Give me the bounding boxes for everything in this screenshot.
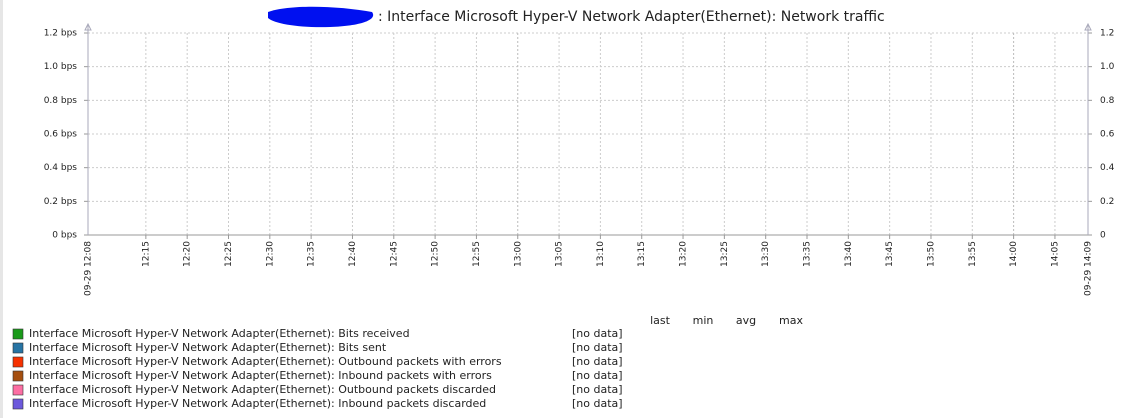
legend-status: [no data]: [572, 369, 623, 382]
legend-label: Interface Microsoft Hyper-V Network Adap…: [29, 383, 496, 396]
y-tick-label: 0.2 bps: [44, 197, 78, 207]
legend-swatch: [12, 370, 24, 382]
y-tick-label: 0.8 bps: [44, 96, 78, 106]
y2-tick-label: 1.0: [1100, 62, 1115, 72]
y-tick-label: 0.6 bps: [44, 130, 78, 140]
y2-tick-label: 0.8: [1100, 96, 1115, 106]
x-limit-label: 09-29 12:08: [84, 241, 94, 296]
x-tick-label: 12:30: [265, 241, 275, 267]
legend-label: Interface Microsoft Hyper-V Network Adap…: [29, 355, 502, 368]
x-tick-label: 13:45: [885, 241, 895, 267]
legend-swatch: [12, 384, 24, 396]
redaction: [268, 6, 374, 28]
x-tick-label: 12:35: [307, 241, 317, 267]
y-tick-label: 1.0 bps: [44, 62, 78, 72]
x-tick-label: 13:35: [803, 241, 813, 267]
y-tick-label: 0.4 bps: [44, 163, 78, 173]
legend-column-header: avg: [736, 314, 756, 327]
y-tick-label: 0 bps: [52, 231, 77, 241]
legend-status: [no data]: [572, 397, 623, 410]
x-tick-label: 14:00: [1009, 241, 1019, 267]
x-tick-label: 13:55: [968, 241, 978, 267]
x-tick-label: 13:40: [844, 241, 854, 267]
legend-swatch: [12, 342, 24, 354]
legend-column-header: min: [693, 314, 714, 327]
x-tick-label: 13:25: [720, 241, 730, 267]
left-edge: [0, 0, 3, 418]
y2-tick-label: 0: [1100, 231, 1106, 241]
x-tick-label: 13:20: [679, 241, 689, 267]
x-tick-label: 12:45: [389, 241, 399, 267]
x-tick-label: 12:50: [431, 241, 441, 267]
legend-status: [no data]: [572, 355, 623, 368]
legend-swatch: [12, 356, 24, 368]
y2-tick-label: 0.4: [1100, 163, 1115, 173]
y-tick-label: 1.2 bps: [44, 29, 78, 39]
x-tick-label: 13:50: [926, 241, 936, 267]
y2-tick-label: 0.6: [1100, 130, 1115, 140]
x-tick-label: 13:05: [555, 241, 565, 267]
x-tick-label: 13:30: [761, 241, 771, 267]
legend-swatch: [12, 328, 24, 340]
legend-column-header: last: [650, 314, 671, 327]
chart-title: : Interface Microsoft Hyper-V Network Ad…: [378, 9, 885, 25]
legend-label: Interface Microsoft Hyper-V Network Adap…: [29, 397, 486, 410]
axis-arrow: [84, 22, 92, 31]
x-tick-label: 13:15: [637, 241, 647, 267]
x-tick-label: 12:55: [472, 241, 482, 267]
x-tick-label: 12:15: [141, 241, 151, 267]
axis-arrow: [1084, 22, 1092, 31]
x-tick-label: 13:00: [513, 241, 523, 267]
legend-column-header: max: [779, 314, 803, 327]
x-tick-label: 12:25: [224, 241, 234, 267]
x-tick-label: 14:05: [1050, 241, 1060, 267]
y2-tick-label: 0.2: [1100, 197, 1114, 207]
legend-status: [no data]: [572, 383, 623, 396]
legend-swatch: [12, 398, 24, 410]
x-limit-label: 09-29 14:09: [1084, 241, 1094, 296]
x-tick-label: 13:10: [596, 241, 606, 267]
y2-tick-label: 1.2: [1100, 29, 1114, 39]
x-tick-label: 12:20: [183, 241, 193, 267]
legend-status: [no data]: [572, 341, 623, 354]
legend-label: Interface Microsoft Hyper-V Network Adap…: [29, 369, 492, 382]
legend-status: [no data]: [572, 327, 623, 340]
legend-label: Interface Microsoft Hyper-V Network Adap…: [29, 341, 387, 354]
x-tick-label: 12:40: [348, 241, 358, 267]
legend-label: Interface Microsoft Hyper-V Network Adap…: [29, 327, 410, 340]
